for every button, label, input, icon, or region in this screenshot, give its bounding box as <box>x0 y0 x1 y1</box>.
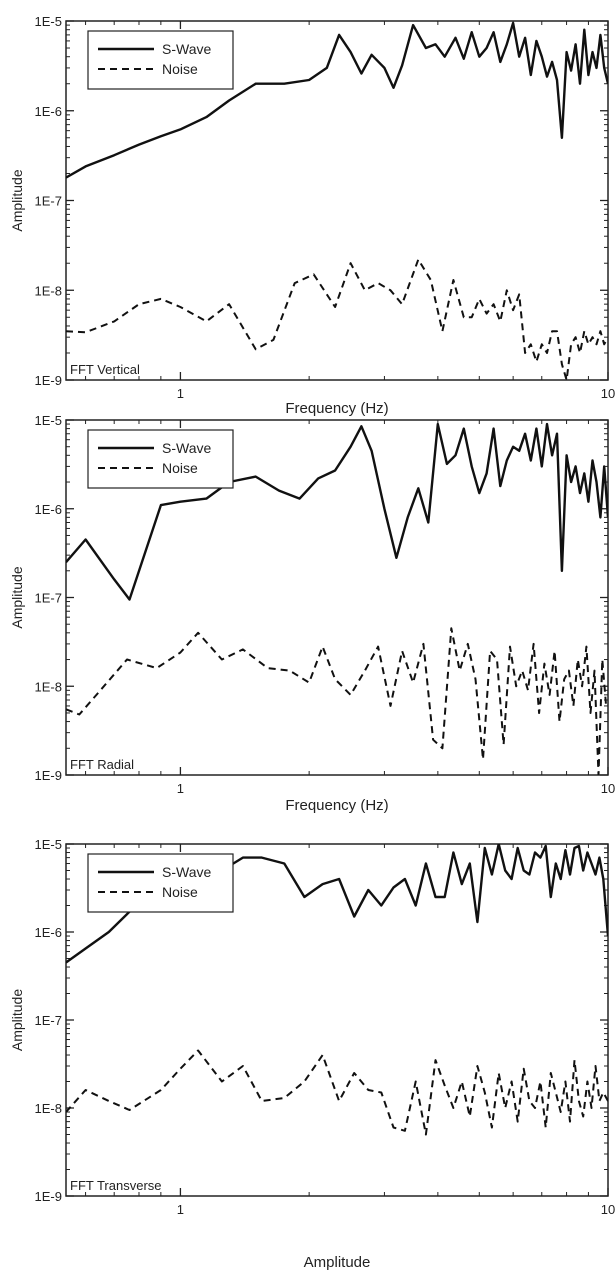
x-tick-label: 10 <box>601 1202 615 1217</box>
legend-box <box>87 853 234 913</box>
y-tick-label: 1E-6 <box>35 104 62 119</box>
y-tick-label: 1E-8 <box>35 283 62 298</box>
legend-label-noise: Noise <box>162 460 198 476</box>
y-tick-label: 1E-6 <box>35 925 62 940</box>
series-line-noise <box>66 1049 608 1136</box>
y-tick-label: 1E-5 <box>35 413 62 428</box>
series-line-s-wave <box>66 21 608 179</box>
series-line-noise <box>66 258 608 380</box>
x-axis-label: Frequency (Hz) <box>285 797 388 814</box>
series-line-noise <box>66 627 608 775</box>
legend-label-s-wave: S-Wave <box>162 864 211 880</box>
y-tick-label: 1E-9 <box>35 1189 62 1204</box>
x-axis-label: Amplitude <box>304 1254 371 1271</box>
y-tick-label: 1E-5 <box>35 837 62 852</box>
y-axis-label: Amplitude <box>9 989 25 1051</box>
x-tick-label: 10 <box>601 386 615 401</box>
y-tick-label: 1E-7 <box>35 194 62 209</box>
fft-vertical-panel: 1E-5 1E-6 1E-7 1E-8 1E-9 1 10 S-Wave Noise FFT Ve… <box>9 14 615 417</box>
y-tick-label: 1E-5 <box>35 14 62 29</box>
y-axis-label: Amplitude <box>9 169 25 231</box>
legend-label-s-wave: S-Wave <box>162 41 211 57</box>
legend-label-noise: Noise <box>162 884 198 900</box>
x-tick-label: 1 <box>177 386 184 401</box>
x-tick-label: 1 <box>177 1202 184 1217</box>
fft-transverse-panel: 1E-5 1E-6 1E-7 1E-8 1E-9 1 10 S-Wave Noise FFT Tr… <box>9 837 615 1271</box>
x-tick-label: 1 <box>177 781 184 796</box>
x-axis-label: Frequency (Hz) <box>285 400 388 417</box>
y-tick-label: 1E-8 <box>35 1101 62 1116</box>
y-axis-label: Amplitude <box>9 566 25 628</box>
y-tick-label: 1E-7 <box>35 1013 62 1028</box>
y-tick-label: 1E-9 <box>35 373 62 388</box>
panel-label: FFT Radial <box>70 757 134 772</box>
x-tick-label: 10 <box>601 781 615 796</box>
legend-box <box>87 30 234 90</box>
y-tick-label: 1E-9 <box>35 768 62 783</box>
series-line-s-wave <box>66 844 608 964</box>
legend-label-s-wave: S-Wave <box>162 440 211 456</box>
legend-box <box>87 429 234 489</box>
fft-radial-panel: 1E-5 1E-6 1E-7 1E-8 1E-9 1 10 S-Wave Noise FFT Ra… <box>9 413 615 814</box>
y-tick-label: 1E-8 <box>35 679 62 694</box>
y-tick-label: 1E-6 <box>35 502 62 517</box>
panel-label: FFT Transverse <box>70 1178 162 1193</box>
legend-label-noise: Noise <box>162 61 198 77</box>
panel-label: FFT Vertical <box>70 362 140 377</box>
y-tick-label: 1E-7 <box>35 591 62 606</box>
series-line-s-wave <box>66 422 608 601</box>
